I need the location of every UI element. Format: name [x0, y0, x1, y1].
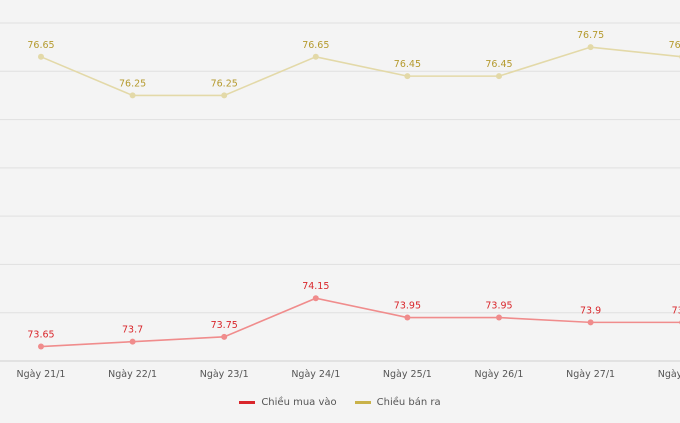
series-line: [40, 297, 680, 348]
data-label: 73.9: [580, 305, 601, 316]
data-label: 73.9: [672, 305, 680, 316]
data-point: [38, 343, 44, 350]
data-point: [404, 314, 411, 321]
data-point: [38, 53, 44, 60]
x-tick-label: Ngày 27/1: [566, 369, 615, 380]
data-label: 74.15: [302, 281, 329, 292]
x-tick-label: Ngày 25/1: [383, 369, 432, 380]
data-point: [404, 73, 411, 80]
data-point: [221, 333, 228, 340]
data-point: [312, 295, 319, 302]
x-tick-label: Ngày 28/1: [658, 369, 680, 380]
data-label: 76.65: [27, 40, 54, 51]
x-tick-label: Ngày 21/1: [17, 369, 66, 380]
data-point: [129, 92, 136, 99]
data-point: [587, 44, 594, 51]
legend-item[interactable]: Chiều bán ra: [354, 397, 441, 408]
data-label: 73.95: [394, 301, 421, 312]
x-tick-label: Ngày 26/1: [475, 369, 524, 380]
data-label: 73.95: [485, 301, 512, 312]
x-tick-label: Ngày 24/1: [291, 369, 340, 380]
data-label: 76.45: [394, 59, 421, 70]
legend-item[interactable]: Chiều mua vào: [239, 397, 337, 408]
series-line: [40, 46, 680, 97]
data-label: 76.65: [302, 40, 329, 51]
data-label: 73.7: [122, 325, 143, 336]
data-point: [221, 92, 228, 99]
legend-label: Chiều mua vào: [261, 397, 337, 408]
data-label: 76.25: [211, 78, 238, 89]
x-tick-label: Ngày 22/1: [108, 369, 157, 380]
legend-swatch: [354, 401, 371, 404]
data-point: [129, 338, 136, 345]
legend: Chiều mua vào Chiều bán ra: [0, 397, 680, 408]
legend-swatch: [239, 401, 256, 404]
data-label: 76.65: [669, 40, 680, 51]
data-label: 76.45: [485, 59, 512, 70]
data-point: [587, 319, 594, 326]
data-point: [496, 314, 502, 321]
legend-label: Chiều bán ra: [376, 397, 441, 408]
data-point: [312, 53, 319, 60]
data-label: 76.75: [577, 30, 604, 41]
data-point: [496, 73, 502, 80]
data-label: 76.25: [119, 78, 146, 89]
x-tick-label: Ngày 23/1: [200, 369, 249, 380]
data-label: 73.65: [27, 330, 54, 341]
data-label: 73.75: [211, 320, 238, 331]
